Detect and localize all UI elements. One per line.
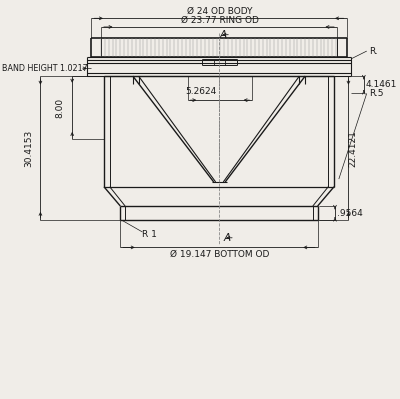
Text: 8.00: 8.00 bbox=[55, 98, 64, 118]
Text: 4.1461: 4.1461 bbox=[366, 80, 397, 89]
Text: Ø 23.77 RING OD: Ø 23.77 RING OD bbox=[180, 16, 258, 25]
Text: A: A bbox=[223, 233, 230, 243]
Text: R.5: R.5 bbox=[369, 89, 383, 98]
Text: .9564: .9564 bbox=[337, 209, 363, 218]
Text: R.: R. bbox=[369, 47, 378, 55]
Text: 30.4153: 30.4153 bbox=[24, 130, 33, 167]
Text: 22.4121: 22.4121 bbox=[349, 130, 358, 167]
Text: 5.2624: 5.2624 bbox=[186, 87, 217, 96]
Text: R 1: R 1 bbox=[142, 230, 157, 239]
Text: Ø 19.147 BOTTOM OD: Ø 19.147 BOTTOM OD bbox=[170, 250, 269, 259]
Text: BAND HEIGHT 1.0217: BAND HEIGHT 1.0217 bbox=[2, 64, 88, 73]
Text: A: A bbox=[220, 30, 226, 40]
Text: Ø 24 OD BODY: Ø 24 OD BODY bbox=[187, 6, 252, 16]
